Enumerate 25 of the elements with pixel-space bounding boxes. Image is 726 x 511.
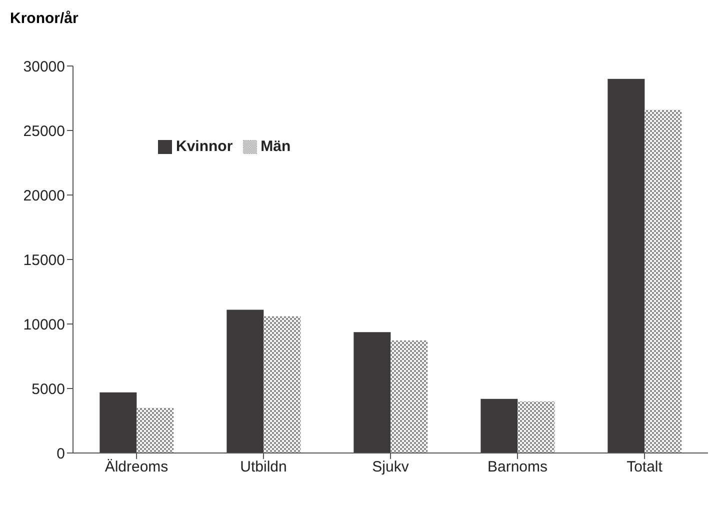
- y-tick-label: 5000: [32, 380, 65, 398]
- legend-label: Kvinnor: [176, 138, 233, 155]
- x-tick-label: Utbildn: [240, 458, 287, 476]
- y-tick-label: 15000: [23, 252, 65, 269]
- x-tick-label: Barnoms: [487, 458, 548, 476]
- bar: [644, 110, 682, 453]
- bar: [100, 392, 137, 453]
- bar: [390, 340, 428, 453]
- bar: [608, 78, 645, 453]
- bar: [136, 408, 174, 453]
- bar: [480, 398, 518, 453]
- y-tick-label: 20000: [23, 187, 65, 204]
- y-tick-label: 25000: [23, 122, 65, 140]
- bar: [226, 310, 264, 453]
- x-tick-label: Sjukv: [372, 458, 410, 476]
- x-tick-label: Totalt: [626, 458, 664, 476]
- legend-label: Män: [260, 138, 291, 155]
- bar: [354, 332, 391, 453]
- x-tick-label: Äldreoms: [104, 458, 168, 476]
- bar: [518, 401, 555, 453]
- bar: [264, 316, 301, 453]
- y-tick-label: 10000: [23, 316, 65, 334]
- y-axis-title: Kronor/år: [10, 10, 78, 27]
- y-tick-label: 30000: [23, 58, 65, 76]
- y-tick-label: 0: [56, 445, 65, 462]
